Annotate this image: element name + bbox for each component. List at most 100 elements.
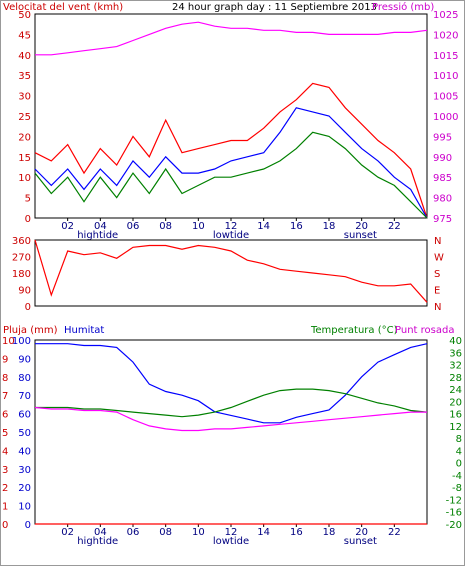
temperature-tick-label: 24 [449,385,462,396]
rain-tick-label: 7 [2,391,8,402]
x-tick-label: 12 [225,221,238,232]
direction-tick-label: 270 [12,253,31,264]
humidity-tick-label: 80 [18,373,31,384]
x-tick-label: 14 [257,527,270,538]
temperature-tick-label: -4 [452,471,462,482]
pressure-tick-label: 1000 [433,112,458,123]
pressure-tick-label: 1010 [433,71,458,82]
x-marker-label: hightide [77,536,118,547]
humidity-tick-label: 20 [18,483,31,494]
rain-tick-label: 0 [2,520,8,531]
pressure-tick-label: 980 [433,194,452,205]
temperature-tick-label: 32 [449,361,462,372]
pressure-tick-label: 1005 [433,92,458,103]
wind-tick-label: 45 [18,30,31,41]
wind-tick-label: 15 [18,153,31,164]
x-tick-label: 04 [94,221,107,232]
x-tick-label: 02 [61,221,74,232]
x-tick-label: 16 [290,221,303,232]
x-tick-label: 16 [290,527,303,538]
pressure-tick-label: 995 [433,132,452,143]
x-marker-label: hightide [77,230,118,241]
x-marker-label: lowtide [213,536,249,547]
wind-tick-label: 0 [25,214,31,225]
pressure-axis-ticks: 975 980 985 990 995 1000 1005 1010 1015 1020 1025 [433,10,458,225]
x-tick-label: 20 [355,527,368,538]
direction-axis-ticks: 0 90 180 270 360 [12,236,31,313]
temperature-tick-label: -8 [452,483,462,494]
temperature-tick-label: 20 [449,397,462,408]
temperature-tick-label: -16 [446,508,462,519]
temperature-tick-label: 28 [449,373,462,384]
pressure-tick-label: 985 [433,173,452,184]
x-tick-label: 22 [388,527,401,538]
humidity-tick-label: 10 [18,502,31,513]
humidity-tick-label: 40 [18,446,31,457]
wind-tick-label: 50 [18,10,31,21]
pressure-tick-label: 1025 [433,10,458,21]
humidity-tick-label: 90 [18,354,31,365]
humidity-tick-label: 0 [25,520,31,531]
compass-letter: W [434,253,444,264]
wind-series-line-3 [35,21,428,56]
x-tick-label: 18 [323,221,336,232]
wind-x-axis: 02 04 06 08 10 12 14 16 18 20 22 hightide lowtide sun… [61,218,401,241]
wind-series-line-1 [34,107,428,219]
humidity-axis-label: Humitat [64,325,104,336]
wind-axis-ticks: 0 5 10 15 20 25 30 35 40 45 50 [18,10,31,225]
temperature-tick-label: 8 [456,434,462,445]
direction-panel-frame [34,239,428,307]
x-tick-label: 22 [388,221,401,232]
wind-chart-title: 24 hour graph day : 11 Septiembre 2013 [172,2,377,13]
dewpoint-axis-label: Punt rosada [395,325,454,336]
pressure-tick-label: 1020 [433,30,458,41]
temperature-tick-label: 40 [449,336,462,347]
wind-series-line-2 [34,131,428,219]
wind-series [34,21,428,219]
wind-tick-label: 10 [18,173,31,184]
x-tick-label: 06 [127,221,140,232]
wind-axis-label: Velocitat del vent (kmh) [3,2,123,13]
temperature-tick-label: 16 [449,410,462,421]
direction-tick-label: 90 [18,286,31,297]
wind-tick-label: 5 [25,194,31,205]
x-tick-label: 10 [192,527,205,538]
temperature-tick-label: 4 [456,446,462,457]
rain-axis-ticks: 0 1 2 3 4 5 6 7 8 9 10 [2,336,15,531]
temp-panel-frame [34,339,428,525]
compass-letter: E [434,286,440,297]
pressure-tick-label: 990 [433,153,452,164]
temperature-tick-label: -20 [446,520,462,531]
wind-tick-label: 25 [18,112,31,123]
compass-letter: S [434,269,440,280]
temp-x-axis: 02 04 06 08 10 12 14 16 18 20 22 hightide lowtide sun… [61,524,401,547]
rain-tick-label: 5 [2,428,8,439]
pressure-axis-label: Pressió (mb) [372,1,434,13]
x-marker-label: lowtide [213,230,249,241]
rain-tick-label: 4 [2,446,8,457]
x-tick-label: 04 [94,527,107,538]
temperature-tick-label: 36 [449,348,462,359]
x-tick-label: 02 [61,527,74,538]
direction-series-line [34,239,428,303]
humidity-tick-label: 60 [18,410,31,421]
temperature-tick-label: -12 [446,495,462,506]
temperature-tick-label: 12 [449,422,462,433]
x-tick-label: 14 [257,221,270,232]
direction-tick-label: 360 [12,236,31,247]
x-tick-label: 12 [225,527,238,538]
temp-series [34,343,428,525]
humidity-tick-label: 70 [18,391,31,402]
x-tick-label: 20 [355,221,368,232]
wind-tick-label: 35 [18,71,31,82]
rain-tick-label: 8 [2,373,8,384]
compass-letter: N [434,236,441,247]
humidity-axis-ticks: 0 10 20 30 40 50 60 70 80 90 100 [12,336,31,531]
x-tick-label: 08 [159,527,172,538]
humidity-tick-label: 30 [18,465,31,476]
humidity-tick-label: 50 [18,428,31,439]
humidity-tick-label: 100 [12,336,31,347]
direction-tick-label: 0 [25,302,31,313]
